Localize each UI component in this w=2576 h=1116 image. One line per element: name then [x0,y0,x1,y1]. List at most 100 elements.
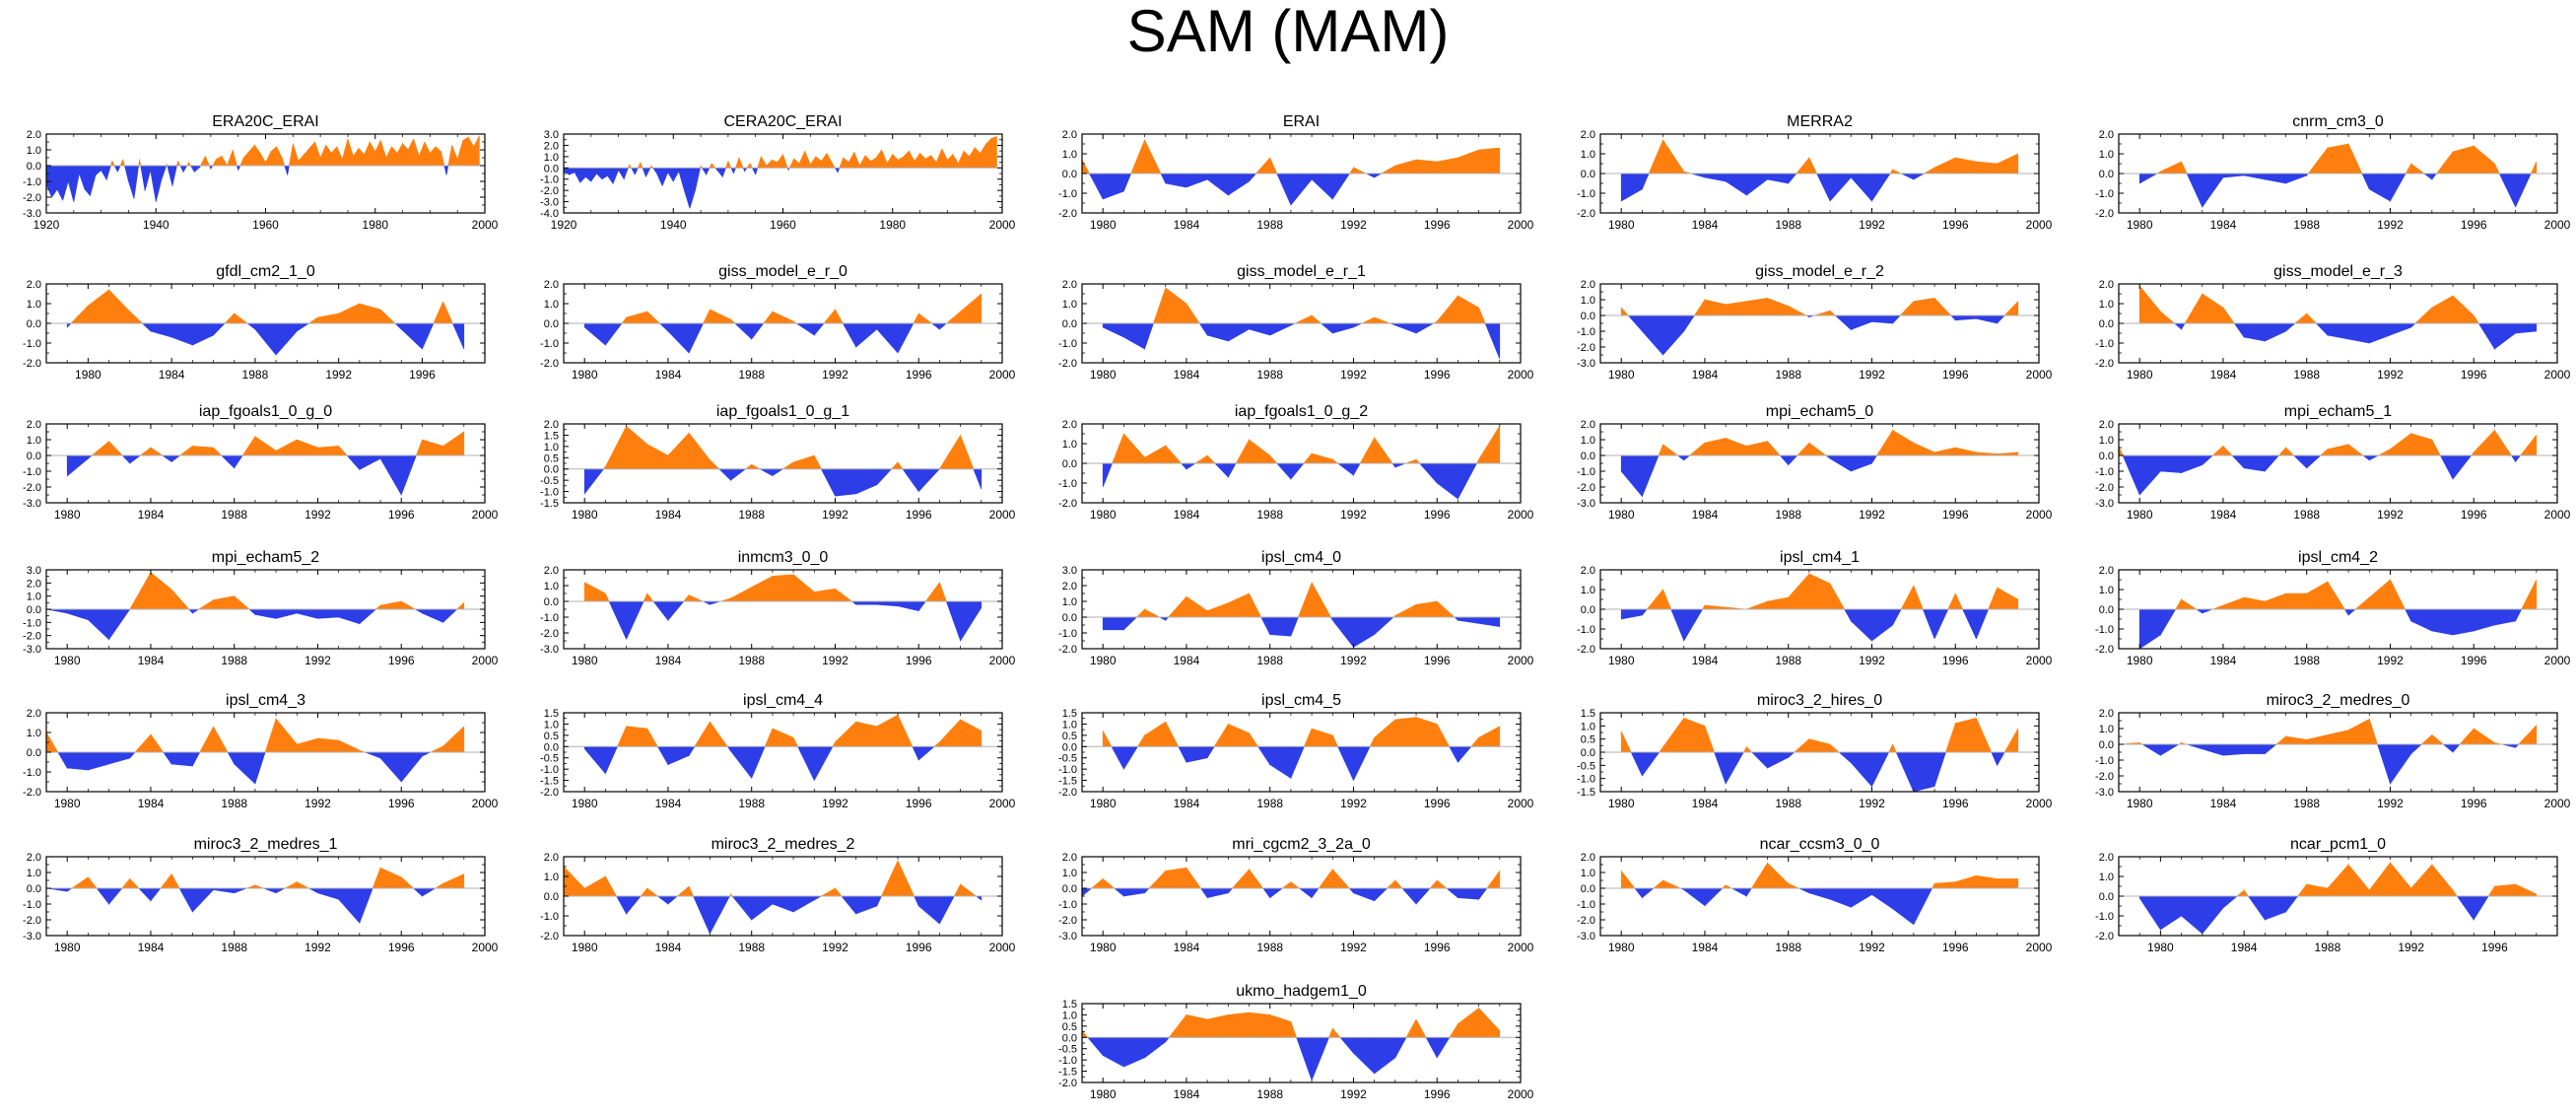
y-tick-label: 1.0 [1581,435,1595,447]
y-tick-label: -2.0 [1577,208,1595,220]
positive-area [1662,717,1685,753]
negative-area [1339,1036,1354,1055]
area-fills [1102,717,1501,781]
positive-area [2181,161,2188,174]
positive-area [216,155,223,167]
negative-area [2243,173,2266,180]
positive-area [2378,449,2391,456]
x-tick-label: 1996 [1942,368,1969,382]
x-tick-label: 1996 [1424,1087,1451,1101]
y-tick-label: 0.0 [544,741,559,753]
x-tick-label: 1984 [1692,797,1719,810]
x-tick-label: 1988 [1775,368,1801,382]
positive-area [1297,582,1313,618]
positive-area [725,161,729,169]
positive-area [1290,1021,1298,1038]
x-tick-label: 1984 [655,797,682,810]
positive-area [385,146,392,167]
x-tick-label: 1980 [2127,218,2153,232]
negative-area [1788,454,1798,466]
positive-area [400,600,417,610]
positive-area [617,726,627,747]
negative-area [1102,322,1124,338]
x-tick-label: 1980 [572,654,598,667]
negative-area [2202,608,2213,614]
negative-area [855,468,878,495]
positive-area [958,151,965,169]
negative-area [155,165,163,202]
negative-area [730,468,747,481]
y-tick-label: 1.0 [1581,295,1595,307]
positive-area [1359,436,1375,464]
y-tick-label: -2.0 [23,787,41,799]
x-tick-label: 1996 [388,508,415,522]
y-tick-label: 2.0 [1581,129,1595,141]
negative-area [1714,751,1727,785]
y-tick-label: 0.0 [27,604,41,616]
y-tick-label: 2.0 [544,852,559,864]
negative-area [1249,322,1271,336]
x-tick-label: 1992 [1859,797,1885,810]
negative-area [897,322,915,354]
positive-area [1269,157,1278,174]
area-fills [46,135,480,202]
negative-area [150,887,162,902]
y-tick-label: -1.5 [1577,787,1595,799]
positive-area [1767,596,1790,610]
negative-area [1249,173,1257,182]
positive-area [898,156,905,169]
negative-area [583,745,606,775]
negative-area [1954,314,1977,321]
positive-area [265,151,272,167]
x-tick-label: 2000 [2026,368,2053,382]
y-tick-label: 1.0 [27,299,41,311]
negative-area [842,322,856,349]
negative-area [914,895,919,907]
positive-area [139,159,142,167]
positive-area [1213,723,1229,747]
y-tick-label: 0.0 [544,464,559,476]
negative-area [1336,462,1354,476]
x-tick-label: 2000 [1508,654,1534,667]
positive-area [1653,879,1663,889]
negative-area [1816,173,1831,202]
positive-area [1767,862,1790,889]
positive-area [264,718,277,753]
positive-area [248,144,255,167]
positive-area [338,445,348,456]
negative-area [2181,895,2203,935]
positive-area [788,159,794,169]
negative-area [876,322,899,354]
y-tick-label: -2.0 [23,631,41,643]
negative-area [2431,608,2454,636]
y-tick-label: 2.0 [27,708,41,720]
area-fills [46,867,465,924]
chart-panel: giss_model_e_r_2 2.0 1.0 0.0 -1.0 -2.0 -3.0 198… [1577,263,2053,382]
positive-area [1405,458,1417,464]
y-tick-label: 0.0 [1062,1032,1077,1044]
y-tick-label: -3.0 [540,197,559,209]
x-tick-label: 2000 [2544,654,2571,667]
positive-area [738,157,744,169]
positive-area [1374,316,1390,324]
positive-area [960,883,978,897]
x-tick-label: 1980 [1608,941,1635,954]
negative-area [2456,895,2474,921]
y-tick-label: -2.0 [1577,342,1595,354]
positive-area [1899,300,1915,316]
positive-area [938,434,961,470]
y-tick-label: 1.0 [544,152,559,164]
positive-area [751,575,774,602]
chart-panel: CERA20C_ERAI 3.02.01.00.0-1.0-2.0-3.0-4.0… [540,113,1016,232]
y-tick-label: -1.0 [1577,466,1595,478]
positive-area [640,887,648,897]
positive-area [1303,453,1313,464]
negative-area [667,600,685,622]
x-tick-label: 1980 [572,941,598,954]
chart-panel: miroc3_2_medres_2 2.0 1.0 0.0 -1.0 -2.0 1980 19… [540,836,1016,954]
chart-panel: ipsl_cm4_2 2.0 1.0 0.0 -1.0 -2.0 1980 1984 1988 1… [2095,549,2571,667]
negative-area [855,895,878,915]
negative-area [1144,887,1150,894]
negative-area [192,608,200,614]
negative-area [1725,751,1744,786]
